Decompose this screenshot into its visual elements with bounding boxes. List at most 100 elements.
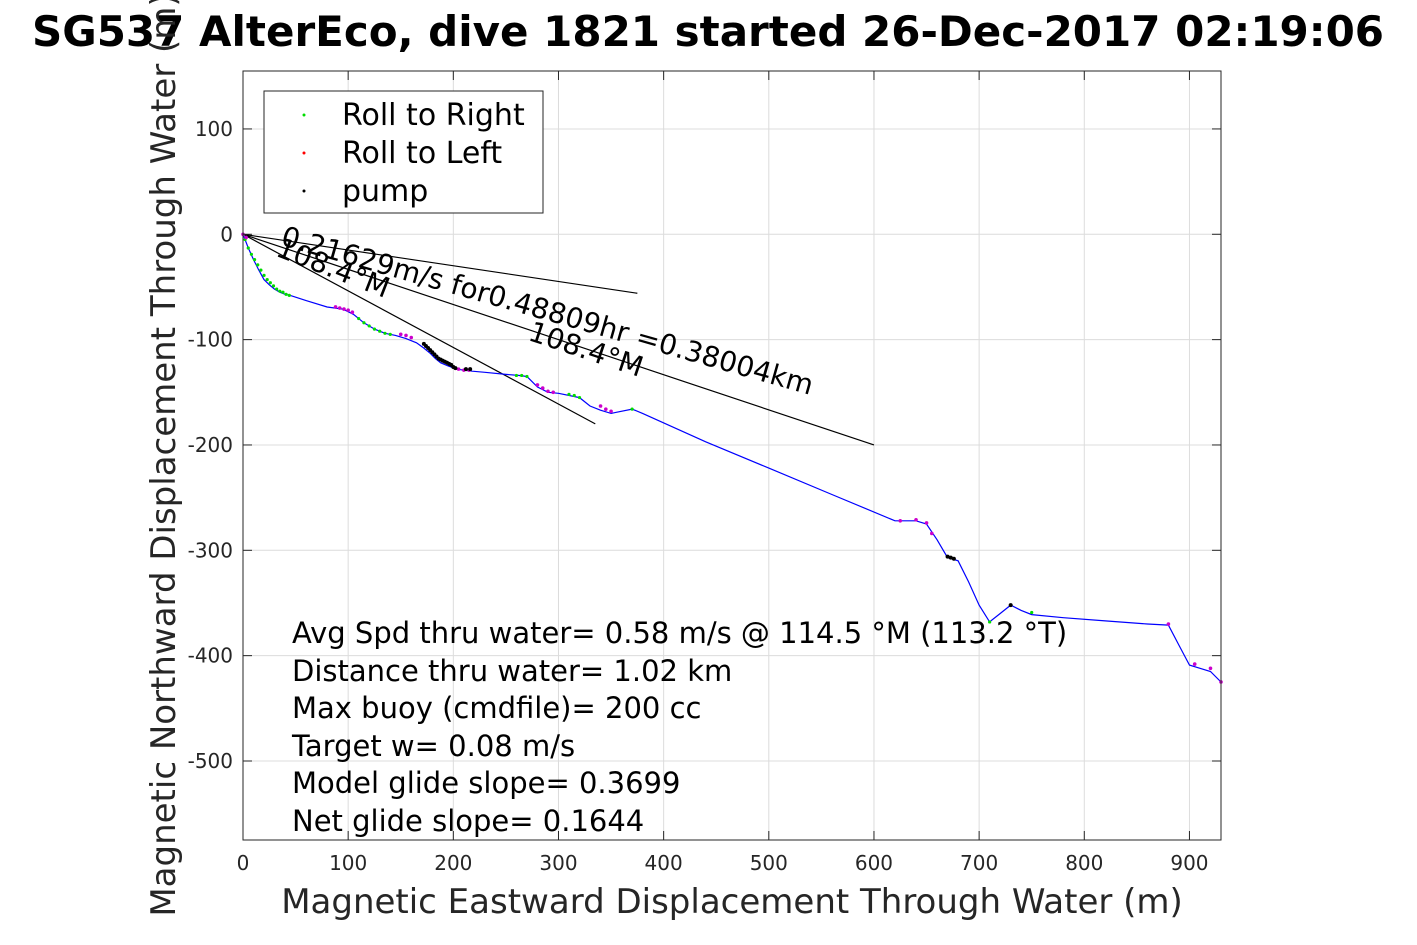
- roll-right-marker: [357, 316, 361, 321]
- roll-right-marker: [1030, 610, 1034, 615]
- y-tick-label: -100: [188, 328, 233, 352]
- roll-right-marker: [362, 321, 366, 325]
- reference-line: [242, 233, 596, 425]
- roll-left-marker: [409, 335, 414, 340]
- markers: [241, 232, 1223, 684]
- reference-line: [242, 233, 638, 294]
- x-tick-label: 0: [237, 851, 250, 875]
- x-axis-label: Magnetic Eastward Displacement Through W…: [281, 882, 1183, 922]
- roll-left-marker: [398, 332, 403, 337]
- roll-left-marker: [535, 383, 540, 387]
- x-tick-label: 900: [1170, 851, 1208, 875]
- stat-line: Distance thru water= 1.02 km: [292, 654, 732, 688]
- stat-line: Avg Spd thru water= 0.58 m/s @ 114.5 °M …: [292, 616, 1067, 650]
- roll-left-marker: [546, 389, 550, 394]
- roll-left-marker: [342, 307, 346, 311]
- pump-marker: [468, 367, 473, 372]
- pump-marker: [463, 367, 468, 372]
- roll-left-marker: [333, 305, 338, 309]
- roll-right-marker: [246, 246, 250, 250]
- roll-right-marker: [572, 393, 576, 398]
- legend-label-pump: pump: [342, 174, 428, 209]
- roll-right-marker: [265, 277, 269, 282]
- pump-marker: [453, 366, 458, 371]
- roll-left-marker: [404, 333, 408, 338]
- stats-text-block: Avg Spd thru water= 0.58 m/s @ 114.5 °M …: [291, 616, 1067, 838]
- stat-line: Target w= 0.08 m/s: [291, 729, 575, 763]
- legend-marker-roll-left: [302, 151, 306, 155]
- y-tick-label: -300: [188, 538, 233, 562]
- roll-right-marker: [284, 292, 288, 296]
- legend-label-roll-left: Roll to Left: [342, 136, 502, 171]
- x-tick-label: 500: [750, 851, 788, 875]
- chart-title: SG537 AlterEco, dive 1821 started 26-Dec…: [32, 7, 1384, 56]
- roll-right-marker: [988, 620, 992, 624]
- axes-box: [242, 70, 1222, 841]
- roll-right-marker: [378, 329, 382, 333]
- roll-right-marker: [275, 287, 279, 291]
- roll-left-marker: [337, 306, 342, 310]
- roll-left-marker: [1166, 622, 1171, 626]
- roll-right-marker: [630, 407, 634, 411]
- legend-label-roll-right: Roll to Right: [342, 98, 525, 133]
- x-tick-label: 800: [1065, 851, 1103, 875]
- roll-right-marker: [514, 373, 519, 378]
- roll-right-marker: [383, 331, 387, 335]
- x-tick-label: 400: [645, 851, 683, 875]
- roll-left-marker: [930, 531, 934, 536]
- roll-right-marker: [372, 327, 377, 331]
- legend-marker-pump: [302, 189, 306, 193]
- y-tick-label: 100: [195, 117, 233, 141]
- y-axis-ticks: 100 0 -100 -200 -300 -400 -500: [188, 117, 1221, 773]
- stat-line: Net glide slope= 0.1644: [292, 804, 644, 838]
- roll-right-marker: [520, 373, 524, 378]
- stat-line: Max buoy (cmdfile)= 200 cc: [292, 691, 701, 725]
- roll-left-marker: [346, 308, 350, 312]
- roll-right-marker: [287, 293, 291, 297]
- roll-right-marker: [256, 263, 260, 267]
- legend-box: [263, 90, 544, 214]
- roll-right-marker: [278, 289, 282, 293]
- y-tick-label: -400: [188, 644, 233, 668]
- y-tick-label: -200: [188, 433, 233, 457]
- x-tick-label: 100: [329, 851, 367, 875]
- roll-right-marker: [262, 273, 266, 277]
- roll-right-marker: [252, 257, 257, 262]
- roll-right-marker: [268, 281, 272, 285]
- pump-marker: [1008, 603, 1013, 608]
- roll-left-marker: [551, 390, 556, 395]
- roll-right-marker: [577, 395, 582, 400]
- y-tick-label: -500: [188, 749, 233, 773]
- roll-left-marker: [540, 386, 545, 390]
- x-tick-label: 200: [434, 851, 472, 875]
- roll-right-marker: [259, 268, 263, 272]
- roll-left-marker: [1192, 662, 1197, 666]
- roll-left-marker: [456, 367, 461, 371]
- pump-marker: [951, 556, 956, 561]
- x-tick-label: 300: [539, 851, 577, 875]
- pump-marker: [945, 554, 950, 559]
- x-tick-label: 600: [855, 851, 893, 875]
- roll-right-marker: [271, 284, 276, 288]
- roll-left-marker: [244, 235, 248, 240]
- roll-right-marker: [249, 252, 254, 256]
- roll-left-marker: [1208, 666, 1213, 671]
- roll-right-marker: [367, 324, 371, 328]
- roll-left-marker: [609, 409, 613, 414]
- roll-left-marker: [350, 310, 355, 315]
- pump-marker: [948, 555, 953, 560]
- roll-right-marker: [567, 392, 571, 397]
- roll-left-marker: [924, 521, 929, 525]
- reference-line: [242, 233, 875, 446]
- stat-line: Model glide slope= 0.3699: [292, 766, 680, 800]
- x-tick-label: 700: [960, 851, 998, 875]
- grid: [242, 71, 1221, 840]
- roll-left-marker: [598, 404, 603, 408]
- roll-left-marker: [914, 517, 918, 522]
- y-axis-label: Magnetic Northward Displacement Through …: [144, 0, 184, 917]
- roll-left-marker: [898, 519, 903, 523]
- roll-left-marker: [604, 407, 608, 411]
- roll-right-marker: [388, 332, 392, 336]
- x-axis-ticks: 0 100 200 300 400 500 600 700 800 900: [237, 71, 1209, 875]
